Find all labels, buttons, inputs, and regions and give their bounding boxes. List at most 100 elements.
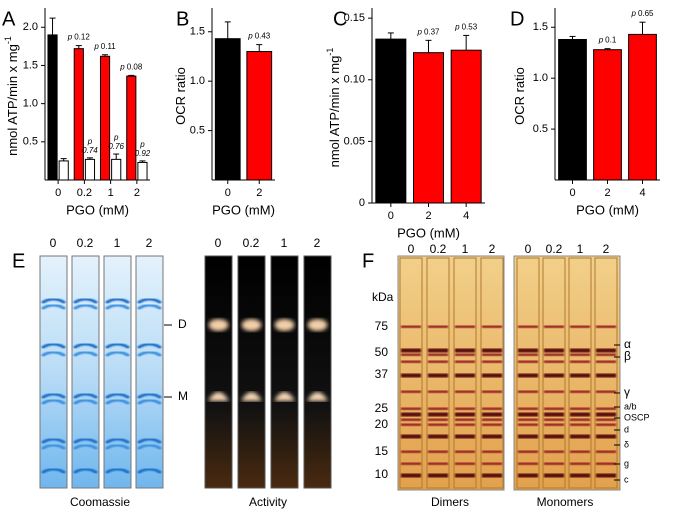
gel-band bbox=[428, 450, 448, 453]
ladder-label: 25 bbox=[375, 401, 389, 415]
lane-label: 0.2 bbox=[430, 242, 447, 256]
gel-band bbox=[137, 342, 162, 350]
y-tick-label: 1.0 bbox=[23, 98, 38, 110]
gel-band bbox=[105, 297, 130, 305]
gel-band bbox=[428, 434, 448, 439]
caption: Monomers bbox=[537, 495, 594, 509]
gel-band bbox=[596, 373, 616, 378]
marker-label: M bbox=[178, 389, 188, 403]
gel-band bbox=[73, 398, 98, 406]
p-value: 0.53 bbox=[462, 23, 478, 32]
gel-band bbox=[73, 350, 98, 358]
gel-band bbox=[482, 353, 502, 356]
lane-label: 0.2 bbox=[243, 236, 260, 250]
bar bbox=[246, 51, 273, 181]
bar bbox=[111, 158, 122, 181]
gel-band bbox=[482, 462, 502, 465]
unit-label: kDa bbox=[372, 290, 394, 304]
p-annotation: p 0.08 bbox=[119, 62, 143, 71]
gel-band bbox=[596, 418, 616, 421]
gel-lane bbox=[453, 257, 477, 489]
gel-band bbox=[544, 418, 564, 421]
gel-band bbox=[73, 342, 98, 350]
lane-label: 0 bbox=[50, 236, 57, 250]
gel-band bbox=[428, 473, 448, 478]
lane-label: 0.2 bbox=[77, 236, 94, 250]
gel-band bbox=[518, 412, 538, 417]
gel-band bbox=[401, 390, 421, 393]
gel-lane bbox=[71, 255, 100, 489]
gel-band bbox=[482, 418, 502, 421]
gel-band bbox=[482, 434, 502, 439]
gel-band bbox=[518, 390, 538, 393]
bar bbox=[593, 49, 622, 181]
bar bbox=[58, 160, 69, 181]
gel-band bbox=[518, 373, 538, 378]
p-annotation: p 0.1 bbox=[598, 36, 617, 45]
y-axis-label: nmol ATP/min x mg-1 bbox=[3, 36, 20, 156]
p-value: 0.08 bbox=[127, 62, 143, 71]
p-annotation: p 0.37 bbox=[416, 27, 440, 36]
gel-band bbox=[570, 360, 590, 363]
gel-lane bbox=[480, 257, 504, 489]
gel-band bbox=[482, 360, 502, 363]
gel-lane bbox=[399, 257, 423, 489]
gel-band bbox=[518, 348, 538, 353]
gel-band bbox=[73, 297, 98, 305]
x-tick-label: 4 bbox=[463, 210, 469, 222]
x-tick-label: 0 bbox=[225, 187, 231, 199]
gel-band bbox=[401, 418, 421, 421]
gel-band bbox=[428, 407, 448, 410]
lane-label: 1 bbox=[281, 236, 288, 250]
gel-band bbox=[518, 325, 538, 328]
gel-band bbox=[73, 437, 98, 445]
gel-glow bbox=[274, 392, 295, 401]
x-tick-label: 0 bbox=[55, 187, 61, 199]
marker-label: D bbox=[178, 317, 187, 331]
gel-band bbox=[596, 473, 616, 478]
gel-band bbox=[428, 390, 448, 393]
gel-band bbox=[482, 373, 502, 378]
gel-band bbox=[455, 353, 475, 356]
gel-band bbox=[137, 350, 162, 358]
y-tick-label: 0.5 bbox=[23, 136, 38, 148]
subunit-label: OSCP bbox=[624, 412, 650, 422]
ladder-label: 15 bbox=[375, 444, 389, 458]
lane-label: 1 bbox=[577, 242, 584, 256]
y-tick-label: 0 bbox=[359, 197, 365, 209]
gel-band bbox=[455, 412, 475, 417]
bar bbox=[137, 161, 148, 181]
panel-letter: E bbox=[12, 250, 25, 272]
p-value: 0.1 bbox=[605, 36, 617, 45]
gel-band bbox=[105, 303, 130, 311]
y-tick-label: 1.0 bbox=[533, 72, 548, 84]
x-tick-label: 2 bbox=[134, 187, 140, 199]
gel-band bbox=[73, 392, 98, 400]
subunit-label: c bbox=[624, 474, 629, 484]
gel-band bbox=[455, 373, 475, 378]
gel-band bbox=[137, 392, 162, 400]
gel-band bbox=[570, 325, 590, 328]
gel-lane bbox=[303, 255, 332, 489]
gel-band bbox=[73, 443, 98, 451]
gel-band bbox=[482, 407, 502, 410]
gel-glow bbox=[307, 319, 328, 331]
x-tick-label: 0 bbox=[569, 187, 575, 199]
subunit-label: β bbox=[624, 349, 631, 363]
gel-band bbox=[105, 437, 130, 445]
gel-band bbox=[518, 418, 538, 421]
gel-band bbox=[401, 325, 421, 328]
p-annotation: p 0.65 bbox=[630, 9, 654, 18]
y-label-text: nmol ATP/min x mg bbox=[5, 44, 20, 156]
gel-band bbox=[455, 418, 475, 421]
gel-band bbox=[73, 467, 98, 475]
p-value: 0.74 bbox=[82, 146, 98, 155]
y-tick-label: 1.0 bbox=[190, 75, 205, 87]
x-tick-label: 2 bbox=[256, 187, 262, 199]
gel-band bbox=[544, 412, 564, 417]
p-label: p bbox=[416, 27, 422, 36]
gel-band bbox=[41, 437, 66, 445]
gel-lane bbox=[542, 257, 566, 489]
gel-band bbox=[596, 348, 616, 353]
gel-band bbox=[428, 423, 448, 426]
